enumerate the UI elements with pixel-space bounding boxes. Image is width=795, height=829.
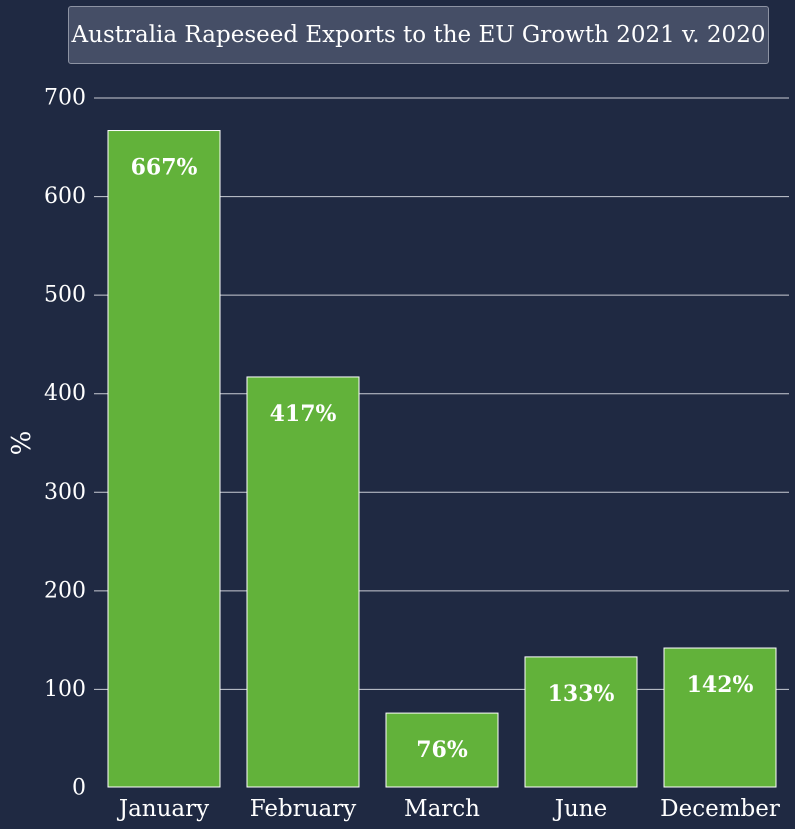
y-tick-label: 400	[44, 381, 86, 406]
y-tick-label: 600	[44, 184, 86, 209]
y-tick-label: 300	[44, 480, 86, 505]
bar-december	[663, 647, 777, 788]
bar-june	[524, 656, 638, 788]
bars: 667% 417% 76% 133% 142%	[107, 130, 777, 788]
x-tick-label: February	[250, 796, 357, 822]
y-tick-label: 100	[44, 677, 86, 702]
y-tick-label: 700	[44, 86, 86, 111]
chart-title: Australia Rapeseed Exports to the EU Gro…	[71, 22, 766, 48]
bar-value-label: 417%	[270, 401, 337, 427]
y-axis-title: %	[7, 431, 37, 456]
x-axis-ticks: January February March June December	[117, 796, 780, 822]
x-tick-label: June	[553, 796, 607, 822]
x-tick-label: March	[404, 796, 480, 822]
chart-title-box: Australia Rapeseed Exports to the EU Gro…	[68, 6, 769, 64]
bar-value-label: 133%	[548, 681, 615, 707]
y-axis-ticks: 0 100 200 300 400 500 600 700	[44, 86, 86, 801]
bar-march	[385, 712, 499, 788]
bar-value-label: 142%	[687, 672, 754, 698]
bar-january	[107, 130, 221, 788]
x-tick-label: December	[660, 796, 780, 822]
y-tick-label: 0	[72, 776, 86, 801]
y-tick-label: 200	[44, 578, 86, 603]
bar-value-label: 76%	[416, 737, 468, 763]
bar-value-label: 667%	[131, 155, 198, 181]
x-tick-label: January	[117, 796, 209, 822]
y-tick-label: 500	[44, 283, 86, 308]
bar-february	[246, 376, 360, 788]
